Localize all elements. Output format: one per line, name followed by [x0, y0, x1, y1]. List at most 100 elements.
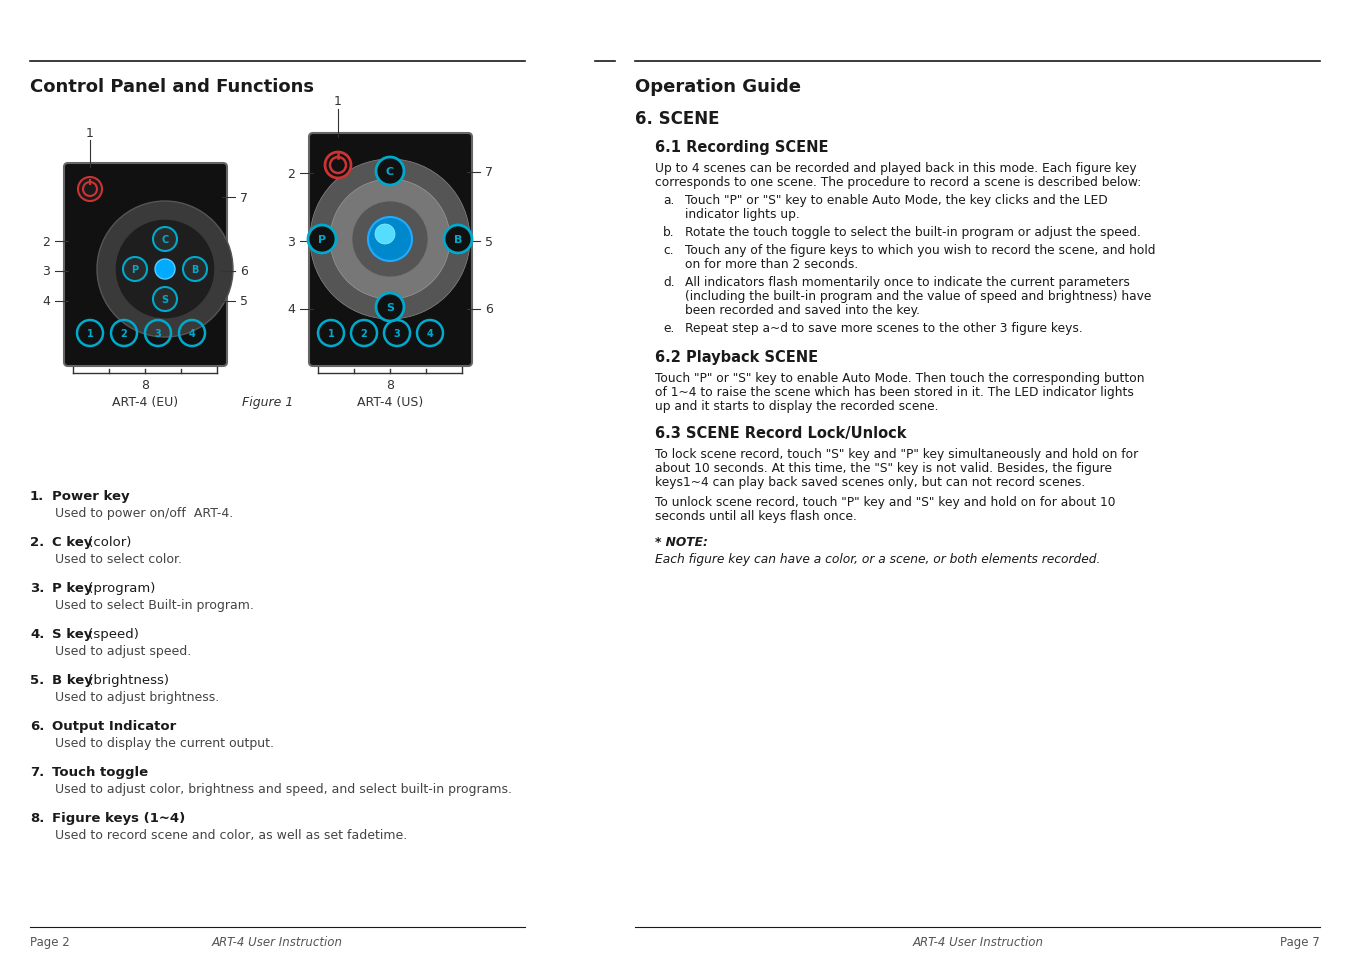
Circle shape [115, 220, 215, 319]
Text: (color): (color) [85, 536, 132, 548]
Circle shape [444, 226, 472, 253]
Text: B: B [192, 265, 198, 274]
Text: 8.: 8. [30, 811, 45, 824]
Text: Control Panel and Functions: Control Panel and Functions [30, 78, 315, 96]
Text: 7: 7 [240, 192, 248, 204]
Text: 2: 2 [288, 168, 296, 180]
Circle shape [325, 152, 351, 179]
Text: 8: 8 [386, 378, 394, 392]
Text: 4: 4 [189, 329, 196, 338]
Text: 2: 2 [360, 329, 367, 338]
Text: Used to power on/off  ART-4.: Used to power on/off ART-4. [55, 506, 234, 519]
Text: To unlock scene record, touch "P" key and "S" key and hold on for about 10: To unlock scene record, touch "P" key an… [655, 496, 1115, 509]
Circle shape [184, 257, 207, 282]
Text: up and it starts to display the recorded scene.: up and it starts to display the recorded… [655, 399, 938, 413]
Text: 6: 6 [485, 303, 493, 316]
Text: 8: 8 [140, 378, 148, 392]
Text: of 1~4 to raise the scene which has been stored in it. The LED indicator lights: of 1~4 to raise the scene which has been… [655, 386, 1134, 398]
Text: Used to adjust brightness.: Used to adjust brightness. [55, 690, 219, 703]
Text: 3.: 3. [30, 581, 45, 595]
Text: Page 2: Page 2 [30, 935, 70, 948]
FancyBboxPatch shape [309, 133, 472, 367]
Text: Figure keys (1~4): Figure keys (1~4) [53, 811, 185, 824]
Text: 6.: 6. [30, 720, 45, 732]
Text: 7: 7 [485, 167, 493, 179]
Circle shape [153, 228, 177, 252]
Circle shape [308, 226, 336, 253]
Text: 3: 3 [394, 329, 401, 338]
Text: 1: 1 [333, 95, 342, 108]
Circle shape [97, 202, 234, 337]
Text: Touch "P" or "S" key to enable Auto Mode, the key clicks and the LED: Touch "P" or "S" key to enable Auto Mode… [684, 193, 1108, 207]
Circle shape [375, 225, 396, 245]
Text: Figure 1: Figure 1 [242, 395, 294, 409]
Text: a.: a. [663, 193, 675, 207]
Circle shape [377, 294, 404, 322]
Text: about 10 seconds. At this time, the "S" key is not valid. Besides, the figure: about 10 seconds. At this time, the "S" … [655, 461, 1112, 475]
Text: P: P [319, 234, 327, 245]
Text: All indicators flash momentarily once to indicate the current parameters: All indicators flash momentarily once to… [684, 275, 1130, 289]
Text: (program): (program) [85, 581, 155, 595]
Text: 6.3 SCENE Record Lock/Unlock: 6.3 SCENE Record Lock/Unlock [655, 426, 906, 440]
Circle shape [310, 160, 470, 319]
Text: on for more than 2 seconds.: on for more than 2 seconds. [684, 257, 859, 271]
Text: Power key: Power key [53, 490, 130, 502]
Text: ART-4 (EU): ART-4 (EU) [112, 395, 178, 409]
Text: P key: P key [53, 581, 93, 595]
Circle shape [329, 180, 450, 299]
Text: Used to display the current output.: Used to display the current output. [55, 737, 274, 749]
Text: c.: c. [663, 244, 674, 256]
Text: P: P [131, 265, 139, 274]
Text: Used to record scene and color, as well as set fadetime.: Used to record scene and color, as well … [55, 828, 408, 841]
Text: e.: e. [663, 322, 675, 335]
Text: 1: 1 [328, 329, 335, 338]
Text: Rotate the touch toggle to select the built-in program or adjust the speed.: Rotate the touch toggle to select the bu… [684, 226, 1141, 239]
Circle shape [153, 288, 177, 312]
Text: C: C [162, 234, 169, 245]
Text: 5: 5 [485, 235, 493, 248]
Text: Output Indicator: Output Indicator [53, 720, 177, 732]
Text: Each figure key can have a color, or a scene, or both elements recorded.: Each figure key can have a color, or a s… [655, 553, 1100, 565]
Text: ART-4 User Instruction: ART-4 User Instruction [913, 935, 1044, 948]
Circle shape [369, 218, 412, 262]
Text: ART-4 User Instruction: ART-4 User Instruction [212, 935, 343, 948]
Text: keys1~4 can play back saved scenes only, but can not record scenes.: keys1~4 can play back saved scenes only,… [655, 476, 1085, 489]
Circle shape [155, 260, 176, 280]
Text: 7.: 7. [30, 765, 45, 779]
Text: seconds until all keys flash once.: seconds until all keys flash once. [655, 510, 857, 522]
Text: Page 7: Page 7 [1280, 935, 1320, 948]
Text: 3: 3 [288, 235, 296, 248]
Text: ART-4 (US): ART-4 (US) [356, 395, 423, 409]
Text: (speed): (speed) [85, 627, 139, 640]
Text: 5: 5 [240, 295, 248, 308]
Text: Touch any of the figure keys to which you wish to record the scene, and hold: Touch any of the figure keys to which yo… [684, 244, 1156, 256]
Text: 6: 6 [240, 265, 248, 278]
Text: (including the built-in program and the value of speed and brightness) have: (including the built-in program and the … [684, 290, 1152, 303]
Text: S: S [162, 294, 169, 305]
Text: been recorded and saved into the key.: been recorded and saved into the key. [684, 304, 919, 316]
Text: 2.: 2. [30, 536, 45, 548]
Circle shape [78, 178, 103, 202]
Text: 2: 2 [42, 235, 50, 248]
Text: C key: C key [53, 536, 92, 548]
Text: 4: 4 [427, 329, 433, 338]
Text: B: B [454, 234, 462, 245]
Text: 4.: 4. [30, 627, 45, 640]
Text: Operation Guide: Operation Guide [634, 78, 801, 96]
Circle shape [377, 158, 404, 186]
Text: Used to adjust speed.: Used to adjust speed. [55, 644, 192, 658]
Text: corresponds to one scene. The procedure to record a scene is described below:: corresponds to one scene. The procedure … [655, 175, 1141, 189]
Text: 6.1 Recording SCENE: 6.1 Recording SCENE [655, 140, 829, 154]
Text: B key: B key [53, 673, 93, 686]
Text: * NOTE:: * NOTE: [655, 536, 707, 548]
Text: 1: 1 [86, 127, 95, 140]
Text: 4: 4 [288, 303, 296, 316]
Text: 2: 2 [120, 329, 127, 338]
Text: d.: d. [663, 275, 675, 289]
Text: indicator lights up.: indicator lights up. [684, 208, 799, 221]
Text: 4: 4 [42, 295, 50, 308]
Text: Repeat step a~d to save more scenes to the other 3 figure keys.: Repeat step a~d to save more scenes to t… [684, 322, 1083, 335]
Text: Touch "P" or "S" key to enable Auto Mode. Then touch the corresponding button: Touch "P" or "S" key to enable Auto Mode… [655, 372, 1145, 385]
Text: 6. SCENE: 6. SCENE [634, 110, 720, 128]
Text: 3: 3 [42, 265, 50, 278]
